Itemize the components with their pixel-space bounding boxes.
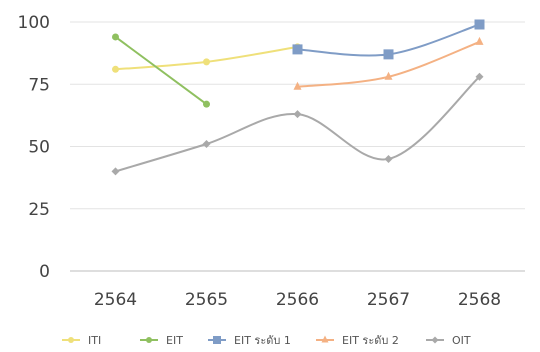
series-markers [111,19,485,176]
data-point-5-2565 [202,140,211,149]
data-point-5-2564 [111,167,120,176]
legend-swatch-marker-3 [213,336,221,344]
series-line-4-eit-2 [296,40,481,88]
legend-swatch-marker-2 [146,337,152,343]
legend-label-4: EIT ระดับ 2 [342,334,399,347]
legend-item-5: OIT [426,334,471,347]
y-tick-label-0: 0 [39,262,50,282]
legend-item-1: ITI [62,334,101,347]
x-tick-label-2565: 2565 [185,290,228,310]
legend: ITI EIT EIT ระดับ 1 EIT ระดับ 2 OIT [62,334,471,347]
data-point-2-2564 [112,33,119,41]
legend-swatch-marker-4 [321,335,329,343]
legend-item-3: EIT ระดับ 1 [208,334,291,347]
data-point-4-2567 [384,71,393,80]
legend-label-5: OIT [452,334,471,347]
y-tick-label-100: 100 [18,13,50,33]
data-point-2-2565 [203,100,210,108]
y-tick-label-75: 75 [28,75,50,95]
data-point-5-2567 [384,154,393,163]
data-point-1-2564 [112,65,119,73]
x-tick-label-2566: 2566 [276,290,319,310]
legend-label-2: EIT [166,334,183,347]
legend-item-4: EIT ระดับ 2 [316,334,399,347]
x-tick-label-2564: 2564 [94,290,137,310]
y-tick-label-50: 50 [28,138,50,158]
grid-lines [70,21,525,272]
y-axis-tick-labels: 0 25 50 75 100 [18,13,50,282]
x-tick-label-2568: 2568 [458,290,501,310]
y-tick-label-25: 25 [28,200,50,220]
data-point-4-2566 [293,81,302,90]
data-point-3-2566 [292,44,303,55]
legend-swatch-marker-1 [68,337,74,343]
legend-label-3: EIT ระดับ 1 [234,334,291,347]
legend-swatch-marker-5 [431,336,439,344]
data-point-3-2567 [383,49,394,60]
x-tick-label-2567: 2567 [367,290,410,310]
data-point-5-2566 [293,110,302,119]
series-line-5-oit [114,75,481,173]
data-point-3-2568 [474,19,485,30]
series-line-2-eit [114,35,208,106]
legend-item-2: EIT [140,334,183,347]
data-point-5-2568 [475,72,484,81]
legend-label-1: ITI [88,334,101,347]
x-axis-tick-labels: 2564 2565 2566 2567 2568 [94,290,501,310]
data-point-4-2568 [475,36,484,45]
data-point-1-2565 [203,58,210,66]
